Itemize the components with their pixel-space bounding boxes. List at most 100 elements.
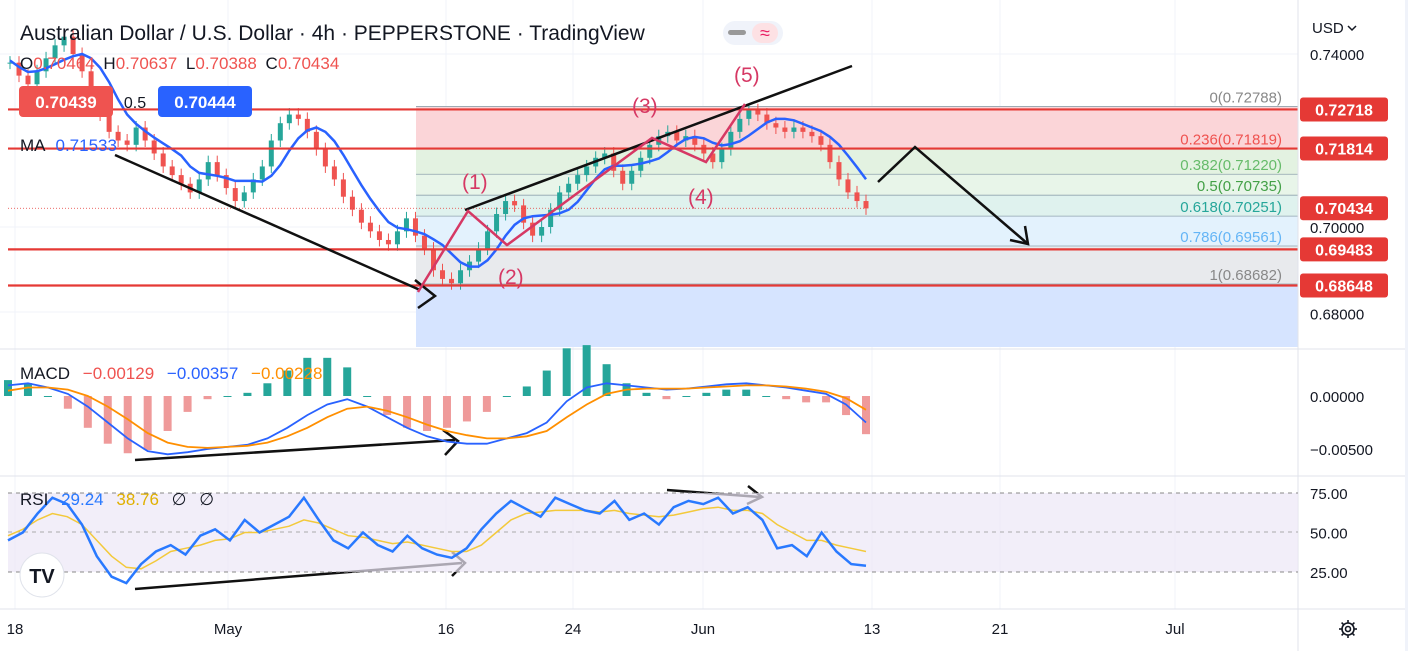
- candle-body: [124, 140, 130, 145]
- currency-selector[interactable]: USD: [1312, 20, 1357, 37]
- projection-arrow[interactable]: [877, 145, 1029, 245]
- candle-body: [791, 127, 797, 132]
- macd-histogram-bar: [822, 396, 831, 403]
- rsi-axis[interactable]: 75.00 50.00 25.00: [1310, 486, 1348, 582]
- fib-level-label: 0(0.72788): [1209, 89, 1282, 106]
- candle-body: [205, 162, 211, 180]
- macd-signal-line: [7, 384, 867, 449]
- macd-axis[interactable]: 0.00000 −0.00500: [1310, 389, 1373, 459]
- price-label-tag: [1300, 273, 1388, 298]
- downtrend-line[interactable]: [114, 153, 421, 292]
- candle-body: [151, 140, 157, 154]
- candle-body: [349, 196, 355, 210]
- macd-histogram-bar: [403, 396, 412, 428]
- buy-button[interactable]: 0.70444: [158, 86, 252, 117]
- macd-histogram-bar: [423, 396, 432, 431]
- rsi-ma-line: [7, 506, 867, 570]
- candle-body: [268, 140, 274, 167]
- time-tick: 18: [7, 621, 24, 638]
- candle-body: [539, 227, 545, 236]
- candle-body: [494, 214, 500, 232]
- wave-label: (4): [688, 186, 714, 209]
- fib-level-label: 0.786(0.69561): [1180, 229, 1282, 246]
- candle-body: [241, 192, 247, 202]
- macd-histogram-bar: [363, 396, 372, 397]
- candle-body: [566, 183, 572, 193]
- price-axis[interactable]: 0.72718 0.71814 0.70434 0.69483 0.68648 0.740…: [1300, 47, 1388, 324]
- macd-histogram-bar: [642, 392, 651, 396]
- candle-body: [548, 209, 554, 227]
- fibonacci-retracement[interactable]: 0(0.72788) 0.236(0.71819) 0.382(0.71220) 0.…: [416, 89, 1298, 347]
- macd-histogram-bar: [562, 348, 571, 396]
- wave-label: (1): [462, 171, 488, 194]
- candle-body: [611, 153, 617, 171]
- macd-histogram-bar: [63, 396, 72, 409]
- ohlc-values: O0.70464 H0.70637 L0.70388 C0.70434: [20, 54, 339, 73]
- macd-histogram-bar: [482, 396, 491, 412]
- macd-histogram-bar: [323, 357, 332, 396]
- candle-body: [809, 131, 815, 137]
- macd-histogram-bar: [23, 383, 32, 396]
- candle-body: [728, 131, 734, 150]
- candle-body: [250, 179, 256, 193]
- elliott-wave-labels: (1) (2) (3) (4) (5): [462, 64, 760, 289]
- candle-body: [340, 179, 346, 197]
- toggle-indicators-button[interactable]: ≈: [723, 21, 783, 45]
- candle-body: [476, 248, 482, 262]
- sell-button[interactable]: 0.70439: [19, 86, 113, 117]
- macd-tick: −0.00500: [1310, 442, 1373, 459]
- candle-body: [440, 270, 446, 279]
- svg-text:TV: TV: [29, 566, 55, 588]
- fib-level-label: 0.236(0.71819): [1180, 131, 1282, 148]
- macd-histogram-bar: [722, 389, 731, 396]
- uptrend-upper-line[interactable]: [464, 64, 853, 212]
- rsi-legend[interactable]: RSI 29.24 38.76 ∅ ∅: [20, 490, 214, 509]
- candle-body: [178, 175, 184, 184]
- macd-histogram-bar: [662, 396, 671, 400]
- candle-body: [61, 36, 67, 46]
- moving-average-line: [9, 52, 867, 268]
- candle-body: [692, 136, 698, 145]
- candle-body: [70, 36, 76, 54]
- macd-histogram-bar: [782, 396, 791, 400]
- gear-icon[interactable]: [1339, 620, 1357, 638]
- elliott-wave-path[interactable]: [416, 103, 747, 293]
- candle-body: [773, 123, 779, 128]
- candle-body: [52, 45, 58, 59]
- macd-legend[interactable]: MACD −0.00129 −0.00357 −0.00228: [20, 364, 322, 383]
- candle-body: [710, 153, 716, 163]
- chevron-down-icon: [1347, 25, 1357, 32]
- candle-body: [755, 110, 761, 115]
- macd-histogram-bar: [203, 396, 212, 400]
- price-label-tag: [1300, 196, 1388, 221]
- candle-body: [169, 166, 175, 176]
- fib-level-label: 0.618(0.70251): [1180, 199, 1282, 216]
- candle-body: [845, 179, 851, 193]
- svg-text:USD: USD: [1312, 20, 1344, 37]
- candle-body: [412, 218, 418, 236]
- time-axis[interactable]: 18 May 16 24 Jun 13 21 Jul: [7, 621, 1185, 638]
- macd-histogram-bar: [522, 386, 531, 396]
- candle-body: [277, 123, 283, 141]
- macd-divergence-line[interactable]: [134, 438, 456, 462]
- candle-body: [313, 131, 319, 150]
- time-tick: 24: [565, 621, 582, 638]
- ma-legend[interactable]: MA 0.71533: [20, 136, 117, 155]
- price-label: 0.71814: [1315, 142, 1373, 159]
- candle-body: [647, 144, 653, 158]
- macd-histogram-bar: [283, 370, 292, 396]
- candle-body: [232, 188, 238, 202]
- macd-histogram-bar: [602, 364, 611, 396]
- rsi-tick: 75.00: [1310, 486, 1348, 503]
- macd-histogram-bar: [43, 396, 52, 397]
- candle-body: [827, 144, 833, 163]
- price-tick: 0.68000: [1310, 307, 1364, 324]
- candle-body: [584, 166, 590, 176]
- wave-label: (2): [498, 266, 524, 289]
- candle-body: [403, 218, 409, 232]
- candle-body: [34, 71, 40, 85]
- tradingview-logo[interactable]: TV: [19, 552, 65, 598]
- price-label-tag: [1300, 237, 1388, 262]
- time-tick: Jul: [1165, 621, 1184, 638]
